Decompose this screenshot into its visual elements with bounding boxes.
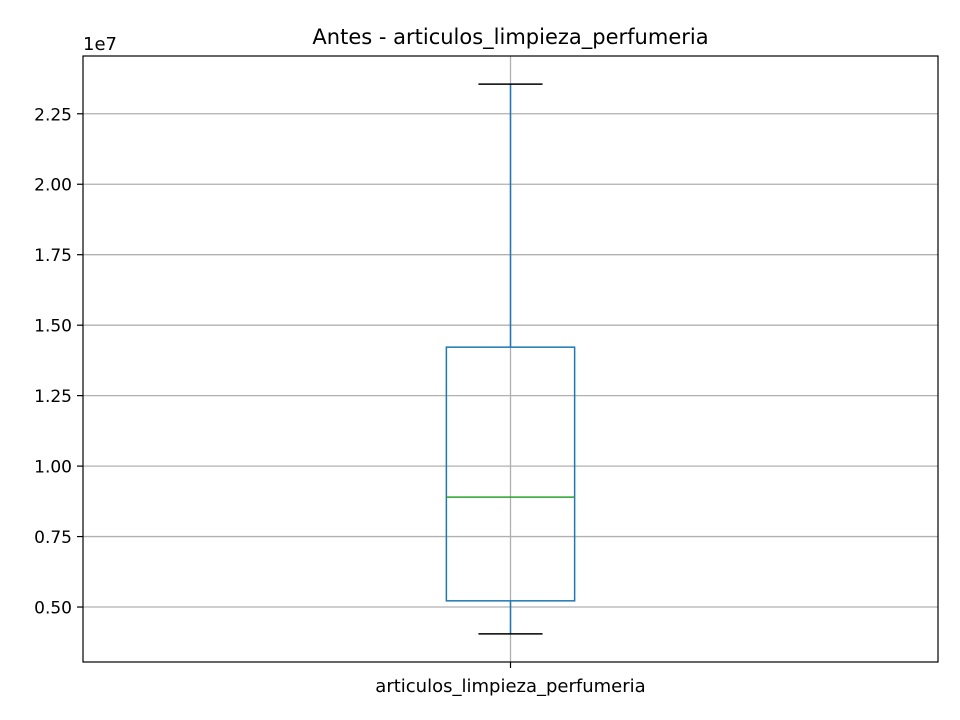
offset-label: 1e7	[83, 34, 117, 55]
y-tick-label: 1.50	[34, 317, 72, 337]
y-axis-ticks: 0.50 0.75 1.00 1.25 1.50 1.75 2.00 2.25	[34, 105, 83, 619]
y-tick-label: 1.75	[34, 246, 72, 266]
plot-frame	[82, 55, 939, 663]
y-tick-label: 2.25	[34, 105, 72, 125]
box-layer	[445, 83, 576, 635]
y-tick-label: 1.00	[34, 458, 72, 478]
x-tick-label: articulos_limpieza_perfumeria	[375, 676, 645, 697]
y-tick-label: 1.25	[34, 387, 72, 407]
y-tick-label: 0.75	[34, 528, 72, 548]
y-tick-label: 0.50	[34, 599, 72, 619]
x-axis-ticks: articulos_limpieza_perfumeria	[375, 662, 646, 697]
chart-title: Antes - articulos_limpieza_perfumeria	[312, 25, 708, 50]
y-tick-label: 2.00	[34, 176, 72, 196]
box-body	[445, 346, 576, 602]
